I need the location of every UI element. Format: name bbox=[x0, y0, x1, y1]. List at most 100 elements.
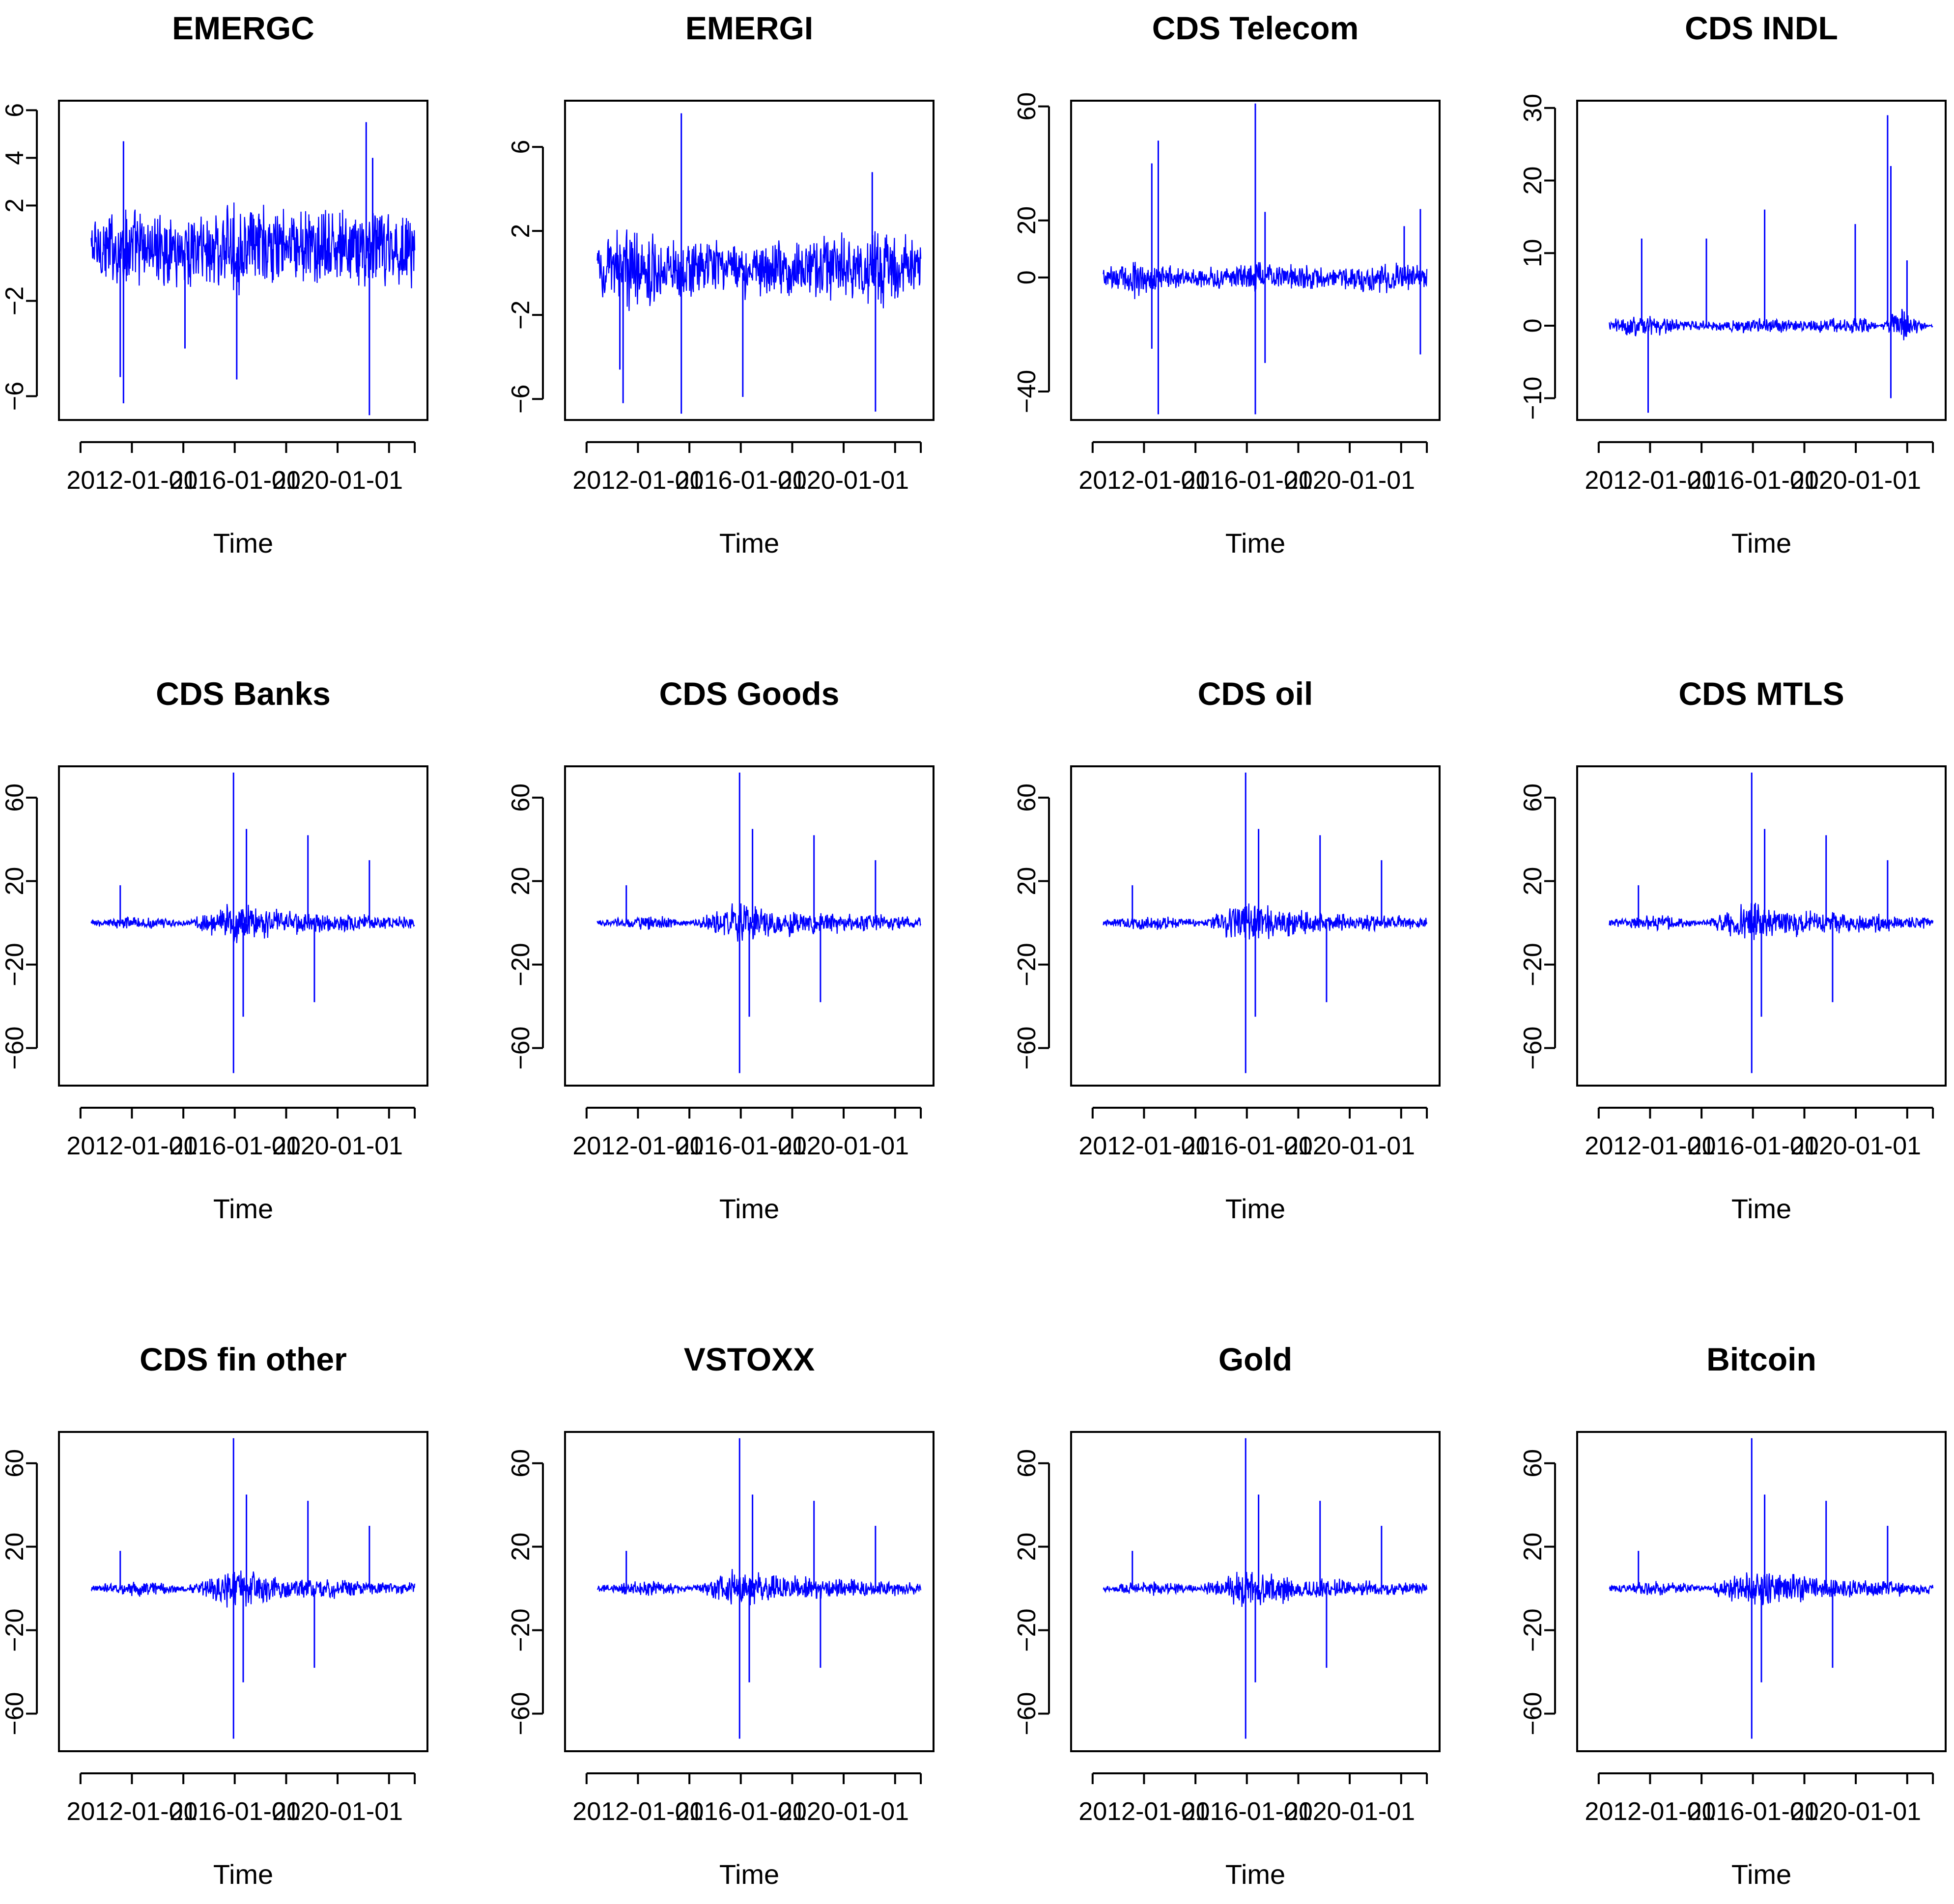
y-tick-label: 30 bbox=[1519, 94, 1547, 122]
series-line bbox=[596, 1569, 922, 1605]
series-line bbox=[90, 202, 416, 296]
y-tick-label: 60 bbox=[0, 784, 29, 812]
plot-frame bbox=[564, 1431, 935, 1752]
y-tick-label: 60 bbox=[0, 1449, 29, 1478]
x-tick-label: 2020-01-01 bbox=[1284, 1797, 1415, 1826]
panel-title: CDS Telecom bbox=[1152, 10, 1359, 46]
x-tick-label: 2012-01-01 bbox=[1585, 466, 1715, 495]
x-axis-label: Time bbox=[719, 1859, 779, 1890]
x-tick-label: 2020-01-01 bbox=[272, 1797, 403, 1826]
y-tick-label: −60 bbox=[507, 1026, 535, 1069]
panel-title: EMERGC bbox=[172, 10, 314, 46]
x-tick-label: 2012-01-01 bbox=[1078, 1132, 1209, 1160]
y-tick-label: −60 bbox=[0, 1692, 29, 1735]
x-axis-label: Time bbox=[213, 528, 273, 559]
y-tick-label: 20 bbox=[507, 1533, 535, 1561]
x-tick-label: 2016-01-01 bbox=[1182, 1132, 1312, 1160]
x-tick-label: 2016-01-01 bbox=[1182, 1797, 1312, 1826]
x-tick-label: 2016-01-01 bbox=[1688, 1797, 1818, 1826]
x-tick-label: 2016-01-01 bbox=[1688, 1132, 1818, 1160]
x-tick-label: 2016-01-01 bbox=[1182, 466, 1312, 495]
y-tick-label: −20 bbox=[507, 1608, 535, 1652]
x-tick-label: 2016-01-01 bbox=[676, 1797, 806, 1826]
x-tick-label: 2016-01-01 bbox=[676, 466, 806, 495]
x-tick-label: 2012-01-01 bbox=[572, 1132, 703, 1160]
panel-cds-telecom: CDS Telecom 2012-01-012016-01-012020-01-0… bbox=[1013, 10, 1441, 559]
panel-title: EMERGI bbox=[685, 10, 813, 46]
x-axis-label: Time bbox=[1225, 1193, 1285, 1224]
y-tick-label: 60 bbox=[1519, 784, 1547, 812]
y-tick-label: 20 bbox=[0, 1533, 29, 1561]
series-line bbox=[90, 904, 415, 943]
panel-title: Bitcoin bbox=[1706, 1341, 1816, 1377]
y-tick-label: 10 bbox=[1519, 239, 1547, 267]
x-tick-label: 2020-01-01 bbox=[272, 1132, 403, 1160]
x-axis-label: Time bbox=[719, 1193, 779, 1224]
y-tick-label: 20 bbox=[1519, 1533, 1547, 1561]
x-axis-label: Time bbox=[719, 528, 779, 559]
x-tick-label: 2016-01-01 bbox=[170, 1132, 300, 1160]
x-axis-label: Time bbox=[1225, 1859, 1285, 1890]
series-line bbox=[596, 903, 922, 942]
y-tick-label: 60 bbox=[1013, 1449, 1041, 1478]
y-tick-label: 20 bbox=[1519, 867, 1547, 896]
y-tick-label: −2 bbox=[0, 286, 29, 315]
y-tick-label: 60 bbox=[507, 784, 535, 812]
y-tick-label: −10 bbox=[1519, 377, 1547, 420]
y-tick-label: −60 bbox=[1013, 1692, 1041, 1735]
plot-frame bbox=[1070, 1431, 1441, 1752]
x-tick-label: 2020-01-01 bbox=[1284, 466, 1415, 495]
y-tick-label: −2 bbox=[507, 301, 535, 330]
y-tick-label: 20 bbox=[0, 867, 29, 896]
plot-frame bbox=[1576, 1431, 1947, 1752]
x-tick-label: 2016-01-01 bbox=[170, 1797, 300, 1826]
plot-frame bbox=[58, 1431, 428, 1752]
panel-title: CDS MTLS bbox=[1678, 675, 1844, 712]
x-tick-label: 2012-01-01 bbox=[1078, 466, 1209, 495]
y-tick-label: 20 bbox=[507, 867, 535, 896]
x-tick-label: 2012-01-01 bbox=[66, 466, 197, 495]
y-tick-label: −60 bbox=[0, 1026, 29, 1069]
y-tick-label: 6 bbox=[0, 103, 29, 117]
x-axis-label: Time bbox=[1731, 1859, 1791, 1890]
x-tick-label: 2020-01-01 bbox=[1790, 466, 1921, 495]
x-tick-label: 2012-01-01 bbox=[66, 1132, 197, 1160]
x-tick-label: 2012-01-01 bbox=[1078, 1797, 1209, 1826]
plot-frame bbox=[564, 100, 935, 421]
x-axis-label: Time bbox=[213, 1859, 273, 1890]
x-tick-label: 2016-01-01 bbox=[676, 1132, 806, 1160]
panel-title: CDS INDL bbox=[1685, 10, 1838, 46]
y-tick-label: 0 bbox=[1013, 270, 1041, 284]
y-tick-label: −20 bbox=[1519, 1608, 1547, 1652]
y-tick-label: 60 bbox=[1013, 784, 1041, 812]
series-line bbox=[596, 229, 922, 311]
y-tick-label: 20 bbox=[1013, 867, 1041, 896]
y-tick-label: 20 bbox=[1013, 1533, 1041, 1561]
y-tick-label: 60 bbox=[1519, 1449, 1547, 1478]
x-axis-label: Time bbox=[1731, 528, 1791, 559]
y-tick-label: −20 bbox=[1013, 943, 1041, 986]
plot-frame bbox=[1070, 100, 1441, 421]
plot-frame bbox=[1576, 100, 1947, 421]
panel-title: VSTOXX bbox=[684, 1341, 815, 1377]
y-tick-label: 2 bbox=[507, 224, 535, 238]
y-tick-label: −20 bbox=[507, 943, 535, 986]
x-tick-label: 2016-01-01 bbox=[170, 466, 300, 495]
y-tick-label: 20 bbox=[1519, 167, 1547, 195]
x-axis-label: Time bbox=[213, 1193, 273, 1224]
y-tick-label: −60 bbox=[1519, 1692, 1547, 1735]
x-tick-label: 2012-01-01 bbox=[1585, 1797, 1715, 1826]
y-tick-label: 0 bbox=[1519, 318, 1547, 333]
x-tick-label: 2020-01-01 bbox=[1284, 1132, 1415, 1160]
y-tick-label: 2 bbox=[0, 198, 29, 213]
y-tick-label: 20 bbox=[1013, 206, 1041, 235]
series-line bbox=[90, 1570, 416, 1608]
x-tick-label: 2020-01-01 bbox=[1790, 1132, 1921, 1160]
